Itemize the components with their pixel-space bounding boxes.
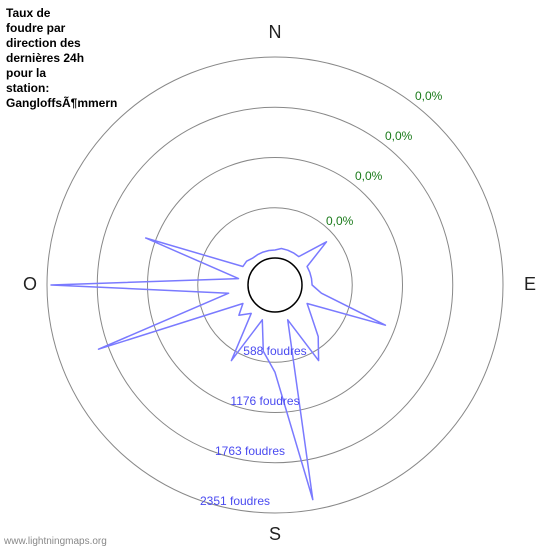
cardinal-label: O [23, 274, 37, 294]
foudre-label: 1763 foudres [215, 444, 285, 458]
foudre-label: 588 foudres [243, 344, 306, 358]
pct-label: 0,0% [415, 89, 443, 103]
strike-polygon [51, 238, 385, 500]
cardinal-label: E [524, 274, 536, 294]
pct-label: 0,0% [326, 214, 354, 228]
center-circle [248, 258, 302, 312]
foudre-label: 1176 foudres [230, 394, 299, 408]
credit-text: www.lightningmaps.org [4, 536, 107, 547]
cardinal-label: S [269, 524, 281, 544]
pct-label: 0,0% [355, 169, 383, 183]
polar-chart: N E S O 0,0% 0,0% 0,0% 0,0% 588 foudres 1176 foud… [0, 0, 550, 550]
cardinal-label: N [269, 22, 282, 42]
pct-label: 0,0% [385, 129, 413, 143]
foudre-label: 2351 foudres [200, 494, 270, 508]
